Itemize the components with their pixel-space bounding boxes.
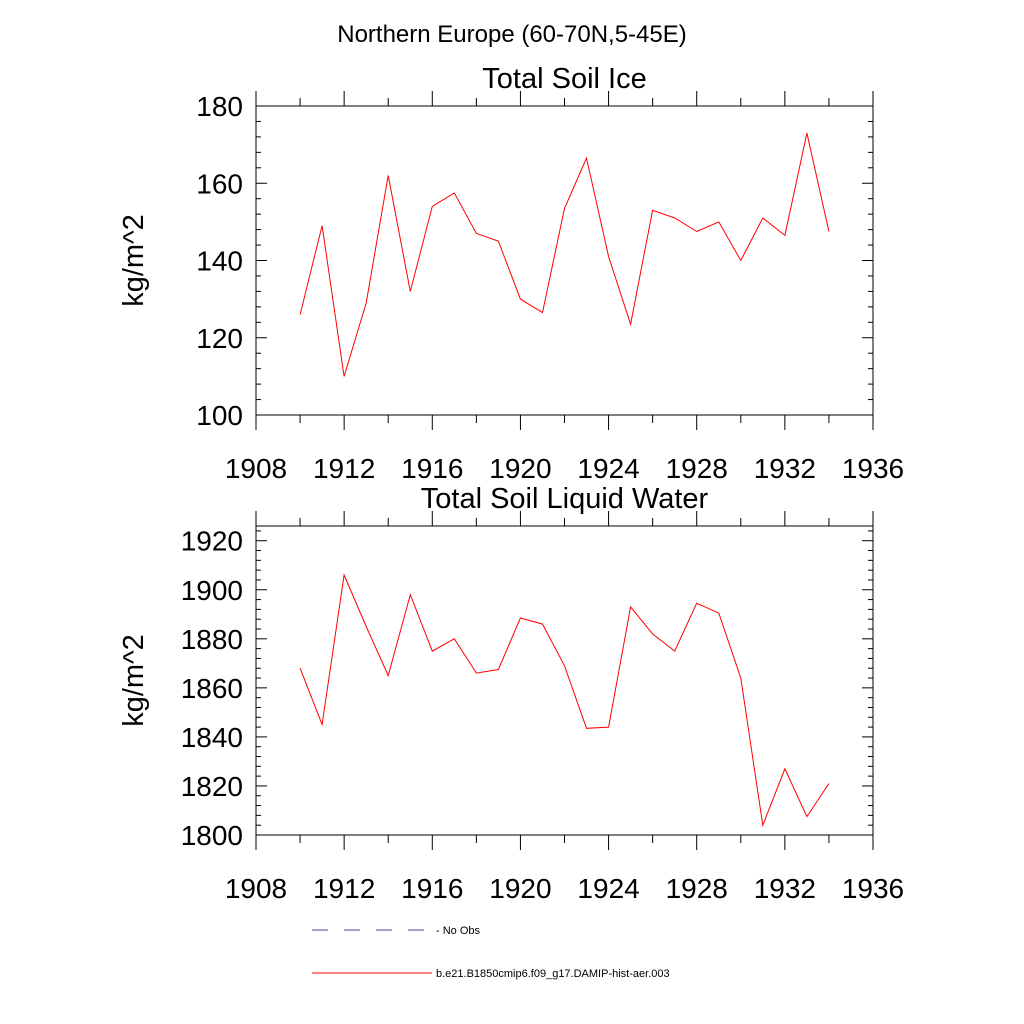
x-tick-label: 1912: [313, 453, 375, 484]
series-line: [299, 132, 830, 377]
x-tick-label: 1936: [842, 873, 904, 904]
x-tick-label: 1920: [489, 453, 551, 484]
x-tick-label: 1928: [666, 453, 728, 484]
chart-title: Total Soil Ice: [482, 63, 646, 95]
y-tick-label: 180: [196, 91, 243, 122]
x-tick-label: 1928: [666, 873, 728, 904]
y-tick-label: 100: [196, 400, 243, 431]
y-tick-label: 1900: [181, 575, 243, 606]
x-tick-label: 1916: [401, 873, 463, 904]
y-tick-label: 120: [196, 323, 243, 354]
x-tick-label: 1932: [754, 873, 816, 904]
y-tick-label: 1880: [181, 624, 243, 655]
y-axis-label: kg/m^2: [118, 214, 150, 307]
x-tick-label: 1920: [489, 873, 551, 904]
legend-label-0: - No Obs: [436, 925, 481, 937]
x-tick-label: 1916: [401, 453, 463, 484]
x-tick-label: 1932: [754, 453, 816, 484]
figure-title: Northern Europe (60-70N,5-45E): [337, 21, 687, 48]
y-tick-label: 1920: [181, 526, 243, 557]
x-tick-label: 1924: [577, 453, 639, 484]
x-tick-label: 1936: [842, 453, 904, 484]
y-tick-label: 160: [196, 168, 243, 199]
x-tick-label: 1924: [577, 873, 639, 904]
chart-title: Total Soil Liquid Water: [421, 483, 709, 515]
y-tick-label: 140: [196, 246, 243, 277]
y-axis-label: kg/m^2: [118, 634, 150, 727]
plot-frame: [255, 525, 874, 836]
y-tick-label: 1800: [181, 820, 243, 851]
x-tick-label: 1912: [313, 873, 375, 904]
panel-total-soil-liquid-water: Total Soil Liquid Water 1800 1820 1840 1860 1…: [118, 483, 904, 904]
y-tick-label: 1820: [181, 771, 243, 802]
legend: - No Obs b.e21.B1850cmip6.f09_g17.DAMIP-h…: [312, 925, 670, 980]
series-line: [299, 573, 830, 828]
x-tick-label: 1908: [225, 453, 287, 484]
x-tick-label: 1908: [225, 873, 287, 904]
y-tick-label: 1840: [181, 722, 243, 753]
panel-total-soil-ice: Total Soil Ice 100 120 140 160 180 1908 1912 191…: [118, 63, 904, 484]
y-tick-label: 1860: [181, 673, 243, 704]
legend-label-1: b.e21.B1850cmip6.f09_g17.DAMIP-hist-aer.…: [436, 968, 670, 980]
plot-frame: [255, 105, 874, 416]
